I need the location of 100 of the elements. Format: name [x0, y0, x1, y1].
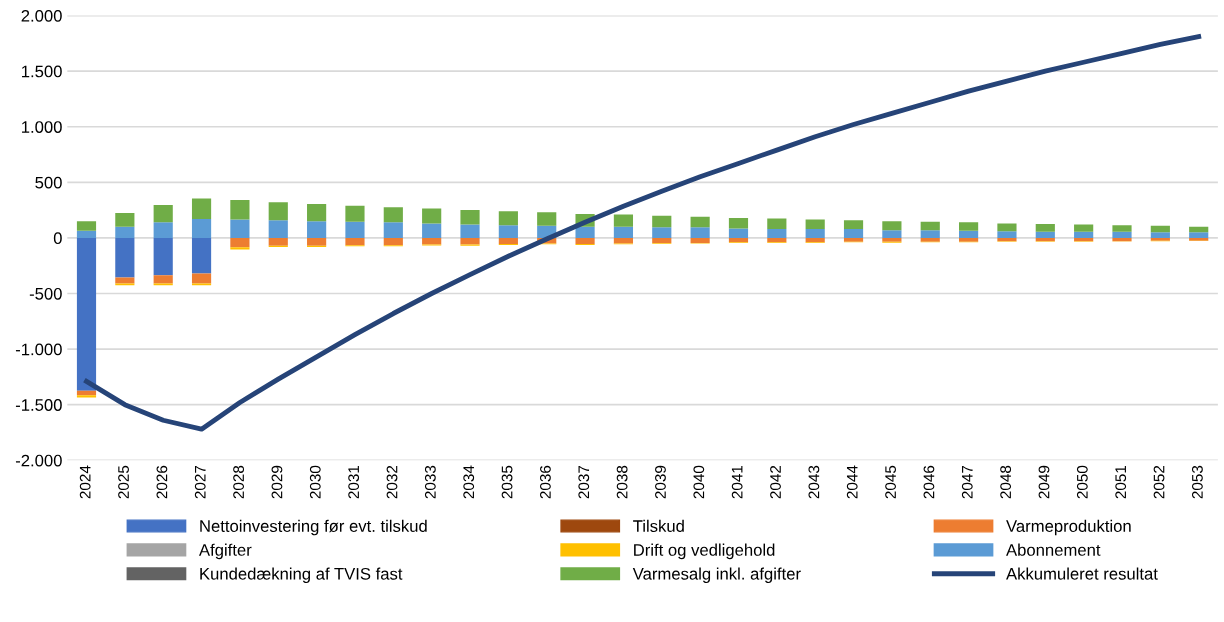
y-tick-label: 500 — [35, 176, 62, 189]
bar — [805, 237, 825, 243]
bar — [959, 237, 979, 242]
bar — [345, 221, 365, 238]
x-tick-label: 2025 — [118, 465, 129, 499]
legend-label: Afgifter — [198, 543, 252, 560]
bar — [460, 237, 480, 245]
bar — [1150, 232, 1170, 238]
bar — [920, 230, 940, 238]
legend-label: Tilskud — [633, 519, 684, 532]
y-tick-label: -2.000 — [15, 454, 62, 467]
bar — [728, 228, 749, 238]
bar — [153, 237, 173, 276]
bar — [115, 277, 135, 284]
x-tick-label: 2026 — [156, 465, 168, 499]
x-tick-label: 2047 — [961, 465, 973, 499]
legend-label: Varmesalg inkl. afgifter — [632, 567, 801, 584]
legend-label: Kundedækning af TVIS fast — [200, 567, 403, 584]
legend-label: Abonnement — [1006, 543, 1101, 556]
bar — [843, 229, 864, 238]
bar — [690, 216, 710, 228]
bar — [383, 207, 403, 223]
bar — [882, 221, 902, 231]
x-tick-label: 2031 — [348, 465, 360, 499]
legend-label: Nettoinvestering før evt. tilskud — [200, 519, 427, 536]
x-tick-label: 2043 — [808, 465, 820, 499]
bar — [191, 219, 212, 238]
bar — [575, 237, 595, 245]
bar — [307, 221, 327, 238]
x-tick-label: 2051 — [1115, 465, 1127, 499]
bar — [690, 227, 710, 238]
x-tick-label: 2037 — [578, 465, 590, 499]
bar — [460, 224, 480, 238]
bar — [767, 218, 787, 230]
x-tick-label: 2053 — [1191, 465, 1203, 499]
x-tick-label: 2045 — [885, 465, 896, 499]
bar — [613, 226, 634, 238]
x-tick-label: 2038 — [616, 465, 628, 499]
x-tick-label: 2041 — [731, 465, 743, 499]
bar — [422, 208, 442, 224]
bar — [422, 237, 442, 245]
y-tick-label: 0 — [53, 232, 62, 245]
bar — [230, 219, 250, 238]
bar — [268, 220, 288, 238]
bar — [76, 237, 97, 391]
bar — [76, 230, 97, 238]
y-tick-label: -1.000 — [15, 343, 62, 356]
y-tick-label: 1.000 — [22, 121, 62, 133]
bar — [268, 237, 288, 246]
bar — [997, 237, 1017, 242]
bar — [153, 222, 173, 238]
x-tick-label: 2024 — [79, 465, 91, 499]
bar — [997, 231, 1017, 238]
bar — [537, 212, 557, 226]
bar — [498, 237, 518, 245]
bar — [307, 237, 327, 246]
x-tick-label: 2046 — [923, 465, 935, 499]
legend-label: Varmeproduktion — [1006, 519, 1131, 536]
bar — [115, 226, 135, 238]
x-tick-label: 2050 — [1076, 465, 1088, 499]
x-tick-label: 2039 — [655, 465, 666, 499]
bar — [959, 222, 979, 231]
bar — [920, 221, 940, 231]
bar — [1112, 225, 1132, 232]
bar — [383, 222, 403, 238]
bar — [1112, 237, 1132, 242]
bar — [805, 219, 825, 230]
x-tick-label: 2029 — [271, 465, 283, 499]
x-tick-label: 2040 — [693, 465, 705, 499]
x-tick-label: 2044 — [846, 465, 858, 499]
bar — [843, 220, 864, 230]
bar — [1074, 224, 1094, 232]
bar — [882, 230, 902, 238]
bar — [191, 273, 212, 284]
x-tick-label: 2032 — [386, 465, 398, 499]
bar — [191, 198, 212, 220]
bar — [230, 247, 250, 250]
bar — [1112, 231, 1132, 238]
legend-label: Akkumuleret resultat — [1006, 567, 1158, 580]
bar — [1074, 231, 1094, 238]
bar — [153, 275, 173, 284]
legend-label: Drift og vedligehold — [634, 543, 775, 560]
bar — [422, 223, 442, 238]
bar — [268, 202, 288, 221]
bar — [115, 237, 135, 278]
bar — [652, 215, 672, 228]
bar — [1035, 231, 1055, 238]
x-tick-label: 2035 — [501, 465, 513, 499]
bar — [805, 229, 825, 238]
x-tick-label: 2030 — [309, 465, 321, 499]
bar — [652, 237, 672, 243]
bar — [652, 227, 672, 238]
x-tick-label: 2048 — [1000, 465, 1012, 499]
bar — [76, 221, 97, 231]
x-tick-label: 2052 — [1153, 465, 1165, 499]
bar — [1035, 237, 1055, 242]
x-tick-label: 2036 — [540, 465, 551, 499]
y-tick-label: 1.500 — [22, 65, 62, 78]
bar — [690, 237, 710, 243]
bar — [728, 217, 749, 229]
